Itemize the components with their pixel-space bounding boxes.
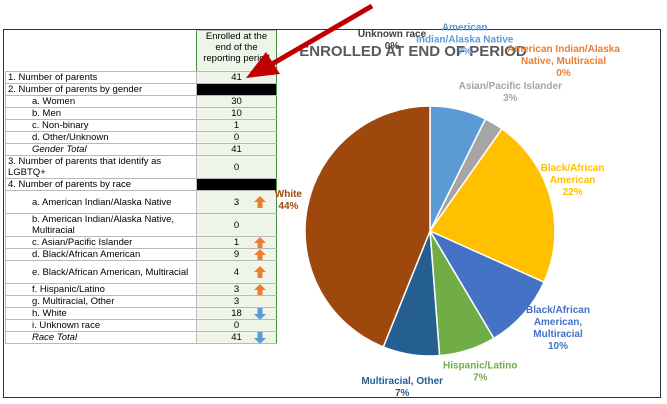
slice-name: White [275,189,303,200]
slice-percent: 7% [473,373,488,384]
slice-percent: 7% [395,388,410,399]
row-value-text: 3 [233,196,240,208]
table-row: b. American Indian/Alaska Native, Multir… [5,213,277,237]
row-value: 9 [196,248,277,261]
slice-percent: 0% [556,68,571,79]
row-value-text: 0 [233,161,240,173]
arrow-up-icon [254,266,266,278]
row-value: 0 [196,213,277,237]
pie-slices [304,105,556,357]
pointer-arrow [246,3,374,78]
row-value-text: 10 [231,108,242,119]
row-value-text: 4 [233,266,240,278]
row-value: 0 [196,155,277,179]
table-row: Race Total 41 [5,331,277,344]
slice-label: Asian/Pacific Islander 3% [459,81,562,104]
slice-name: American [442,23,488,34]
row-value: 4 [196,260,277,284]
slice-percent: 10% [548,341,568,352]
pointer-arrow-shaft [270,3,374,67]
arrow-down-icon [254,332,266,343]
slice-label: Black/African American 22% [541,163,605,198]
table-header-row: Enrolled at the end of the reporting per… [6,30,277,72]
row-value-text: 41 [231,332,242,343]
slice-label: Multiracial, Other 7% [361,376,443,399]
slice-name: American Indian/Alaska [507,44,620,55]
slice-name: Native, Multiracial [521,56,606,67]
pie-slice [428,127,556,284]
slice-name: Black/African [541,163,605,174]
table-row: i. Unknown race 0 [5,319,277,332]
arrow-down-icon [254,308,266,319]
row-value: 0 [196,131,277,144]
slice-name: Multiracial, Other [361,376,443,387]
slice-name: Multiracial [533,329,583,340]
slice-name: Asian/Pacific Islander [459,81,562,92]
row-label: e. Black/African American, Multiracial [5,260,197,284]
arrow-up-icon [254,237,266,248]
row-value: 1 [196,236,277,249]
row-label: 3. Number of parents that identify as LG… [5,155,197,179]
arrow-up-icon [254,284,266,295]
slice-percent: 0% [385,41,400,52]
row-value-text: 30 [231,96,242,107]
row-value-text: 3 [233,284,240,295]
row-value-text: 41 [231,144,242,155]
slice-name: Hispanic/Latino [443,361,517,372]
section-fill-cell [196,83,277,96]
table-row: c. Non-binary 1 [5,119,277,132]
arrow-up-icon [254,196,266,208]
slice-name: American [550,175,596,186]
pie-slice [428,229,546,340]
pie-labels: American Indian/Alaska Native 7%Asian/Paci… [275,23,621,399]
slice-percent: 22% [563,187,583,198]
slice-label: American Indian/Alaska Native, Multiracia… [507,44,620,79]
arrow-up-icon [254,249,266,260]
row-value-text: 18 [231,308,242,319]
row-value-text: 3 [233,296,240,307]
slice-label: Unknown race 0% [358,29,427,52]
row-value-text: 1 [233,120,240,131]
table-row: c. Asian/Pacific Islander 1 [5,236,277,249]
slice-percent: 3% [503,93,518,104]
chart-title: ENROLLED AT END OF PERIOD [299,43,527,60]
slice-label: White 44% [275,189,303,212]
table-row: e. Black/African American, Multiracial 4 [5,260,277,284]
slice-label: Black/African American, Multiracial 10% [526,305,590,352]
row-label: b. American Indian/Alaska Native, Multir… [5,213,197,237]
row-value: 1 [196,119,277,132]
slice-name: Black/African [526,305,590,316]
pie-slice [304,105,431,348]
column-header: Enrolled at the end of the reporting per… [196,30,277,72]
row-value-text: 1 [233,237,240,248]
row-value: 41 [196,331,277,344]
row-value: 3 [196,283,277,296]
slice-label: American Indian/Alaska Native 7% [416,23,514,58]
slice-label: Hispanic/Latino 7% [443,361,517,384]
slice-name: Indian/Alaska Native [416,35,514,46]
table-row: 3. Number of parents that identify as LG… [5,155,277,179]
slice-name: American, [534,317,583,328]
table-row: Gender Total 41 [5,143,277,156]
slice-name: Unknown race [358,29,427,40]
row-value-text: 9 [233,249,240,260]
row-value: 3 [196,190,277,214]
slice-percent: 7% [457,47,472,58]
pointer-arrow-head [246,52,280,78]
row-value: 3 [196,295,277,308]
row-value-text: 41 [231,72,242,83]
table-row: a. American Indian/Alaska Native 3 [5,190,277,214]
row-value-text: 0 [233,219,240,231]
row-value: 0 [196,319,277,332]
row-value-text: 0 [233,320,240,331]
row-value-text: 0 [233,132,240,143]
table-row: g. Multiracial, Other 3 [5,295,277,308]
slice-percent: 44% [278,201,298,212]
